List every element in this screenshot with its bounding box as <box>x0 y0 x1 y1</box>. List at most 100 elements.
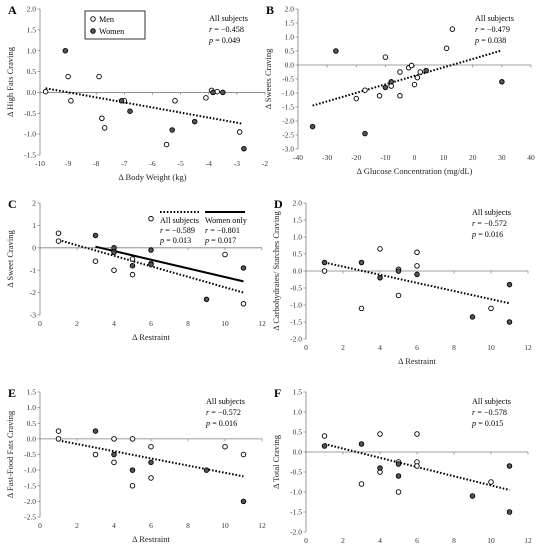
y-axis-label: Δ Sweet Craving <box>5 230 15 288</box>
point-men <box>129 483 136 489</box>
point-women <box>414 271 420 278</box>
x-tick-label: -8 <box>93 159 99 168</box>
point-women <box>148 459 154 466</box>
point-women <box>506 319 513 325</box>
stats-p-value: = 0.038 <box>479 36 506 45</box>
stats-r-symbol: r <box>472 219 476 228</box>
x-axis-label: Δ Body Weight (kg) <box>118 172 186 182</box>
point-men <box>163 141 170 148</box>
stats-p-symbol: p <box>474 36 479 45</box>
point-men <box>377 246 383 252</box>
y-tick-label: -3.0 <box>282 145 294 154</box>
point-men <box>68 98 74 104</box>
x-tick-label: 2 <box>341 343 345 352</box>
y-tick-label: 1.5 <box>293 216 303 225</box>
stats-p: p = 0.038 <box>474 36 506 45</box>
y-tick-label: -1.0 <box>282 89 294 98</box>
point-men <box>397 69 403 75</box>
y-tick-label: 1.0 <box>293 233 303 242</box>
y-tick-label: 0.5 <box>293 428 303 437</box>
legend-box <box>84 10 146 40</box>
x-tick-label: 4 <box>112 319 116 328</box>
x-tick-label: 40 <box>527 153 535 162</box>
point-women <box>506 509 513 515</box>
y-tick-label: -2.5 <box>24 513 36 522</box>
stats-p-symbol: p <box>205 419 210 428</box>
y-tick-label: -1.5 <box>24 151 36 160</box>
point-women <box>240 498 247 505</box>
x-axis-label: Δ Restraint <box>132 534 170 544</box>
y-tick-label: 2.0 <box>285 5 295 14</box>
x-axis-label: Δ Glucose Concentration (mg/dL) <box>357 166 473 176</box>
point-men <box>240 451 247 458</box>
stats-r-value: = −0.589 <box>163 226 195 235</box>
point-men <box>353 95 360 102</box>
stats-r: r = −0.578 <box>472 408 507 417</box>
stats-p-value: = 0.013 <box>164 236 191 245</box>
point-men <box>240 301 247 307</box>
y-axis-label: Δ High Fats Craving <box>5 46 15 117</box>
y-tick-label: 0 <box>32 243 36 252</box>
y-tick-label: -2.0 <box>282 117 294 126</box>
point-women <box>118 98 125 104</box>
y-tick-label: -2.5 <box>282 131 294 140</box>
stats-p: p = 0.016 <box>471 230 503 239</box>
point-men <box>377 431 383 437</box>
trend-line-women-only <box>95 245 244 283</box>
x-axis-label: Δ Restraint <box>132 332 170 342</box>
x-tick-label: 12 <box>258 319 266 328</box>
stats-p: p = 0.015 <box>471 419 503 428</box>
x-tick-label: 2 <box>341 536 345 545</box>
y-tick-label: 0.0 <box>293 267 303 276</box>
x-tick-label: -20 <box>351 153 361 162</box>
x-tick-label: -30 <box>322 153 332 162</box>
point-women <box>169 127 175 133</box>
point-men <box>414 431 420 437</box>
y-tick-label: 0.5 <box>27 419 37 428</box>
x-tick-label: 12 <box>524 343 532 352</box>
point-men <box>222 443 228 450</box>
point-women <box>377 465 383 471</box>
point-women <box>240 265 247 271</box>
x-tick-label: 0 <box>38 521 42 530</box>
x-tick-label: 0 <box>304 536 308 545</box>
point-women <box>395 461 402 467</box>
x-tick-label: -9 <box>65 159 71 168</box>
point-women <box>62 47 69 54</box>
y-tick-label: 1.0 <box>27 403 37 412</box>
panel-label: D <box>274 197 283 211</box>
y-tick-label: 1.5 <box>27 388 37 397</box>
point-men <box>382 54 389 60</box>
stats-title: All subjects <box>160 216 199 225</box>
point-men <box>443 45 450 51</box>
point-men <box>172 98 178 104</box>
point-men <box>203 95 209 101</box>
stats-r-symbol: r <box>475 25 479 34</box>
stats-r: r = −0.479 <box>475 25 510 34</box>
y-axis-label: Δ Carbohydrates/ Starches Craving <box>271 211 281 331</box>
y-tick-label: 0.0 <box>293 448 303 457</box>
point-men <box>417 69 424 75</box>
x-tick-label: -40 <box>293 153 303 162</box>
y-axis-label: Δ Total Craving <box>271 434 281 489</box>
stats-title: All subjects <box>472 397 511 406</box>
stats-r: r = −0.572 <box>472 219 507 228</box>
y-tick-label: 1.0 <box>293 408 303 417</box>
y-tick-label: 2.0 <box>293 199 303 208</box>
point-women <box>423 67 429 74</box>
x-tick-label: -6 <box>149 159 155 168</box>
x-tick-label: 2 <box>75 319 79 328</box>
stats-p-symbol: p <box>471 230 476 239</box>
y-tick-label: -1.0 <box>290 301 302 310</box>
point-men <box>222 251 228 258</box>
panel-label: F <box>274 386 281 400</box>
point-men <box>321 268 328 274</box>
point-men <box>101 125 108 131</box>
point-men <box>111 436 117 442</box>
y-tick-label: -1.5 <box>290 318 302 327</box>
point-men <box>358 481 365 487</box>
stats-p-value: = 0.016 <box>476 230 503 239</box>
legend: Men Women <box>84 10 146 40</box>
